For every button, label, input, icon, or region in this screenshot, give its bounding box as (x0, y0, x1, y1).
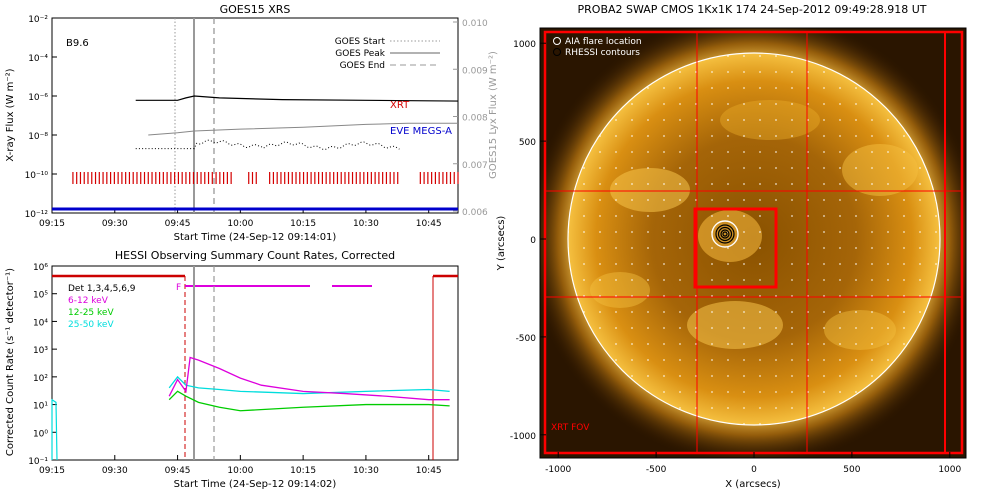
goes-y-tick-label: 10⁻² (28, 15, 48, 25)
swap-limb-circle (567, 52, 941, 426)
hessi-x-tick-label: 09:45 (165, 466, 191, 476)
goes-y-tick-label: 10⁻⁶ (28, 93, 48, 103)
goes-x-tick-label: 10:15 (290, 219, 316, 229)
goes-x-tick-label: 09:45 (165, 219, 191, 229)
hessi-x-tick-label: 09:30 (102, 466, 128, 476)
goes-long-channel-line (135, 95, 459, 102)
hessi-y-tick-label: 10⁵ (33, 291, 48, 301)
hessi-y-tick-label: 10⁰ (33, 429, 48, 439)
goes-x-tick-label: 10:45 (416, 219, 442, 229)
swap-y-axis: 1000 500 0 -500 -1000 (510, 40, 546, 442)
hessi-series-6-12 (168, 356, 450, 401)
goes-y-right-axis-label: GOES15 Lyx Flux (W m⁻²) (488, 51, 499, 179)
hessi-panel: HESSI Observing Summary Count Rates, Cor… (5, 249, 459, 490)
swap-legend-rhessi-icon (553, 48, 561, 56)
swap-x-tick-label: 500 (843, 465, 860, 475)
hessi-legend: Det 1,3,4,5,6,9 6-12 keV 12-25 keV 25-50… (68, 284, 136, 330)
swap-legend-aia: AIA flare location (565, 37, 642, 47)
swap-rhessi-contours (715, 224, 735, 244)
swap-flare-box (693, 207, 778, 289)
swap-aia-location (711, 220, 739, 248)
hessi-x-tick-label: 09:15 (39, 466, 65, 476)
goes-y-right-tick-label: 0.009 (462, 66, 488, 76)
goes-y-right-tick-label: 0.007 (462, 161, 488, 171)
swap-title: PROBA2 SWAP CMOS 1Kx1K 174 24-Sep-2012 0… (578, 3, 927, 16)
swap-legend: AIA flare location RHESSI contours (553, 37, 642, 58)
hessi-legend-high: 25-50 keV (68, 320, 114, 330)
goes-short-channel-line (148, 122, 458, 136)
hessi-y-tick-label: 10² (33, 374, 48, 384)
swap-y-tick-label: 0 (530, 236, 536, 246)
goes-x-tick-label: 09:30 (102, 219, 128, 229)
goes-xrt-label: XRT (390, 100, 410, 111)
hessi-y-tick-label: 10⁴ (33, 318, 48, 328)
hessi-x-tick-label: 10:15 (290, 466, 316, 476)
swap-x-tick-label: 1000 (938, 465, 961, 475)
hessi-series-25-50 (168, 375, 450, 395)
swap-x-tick-label: -500 (646, 465, 667, 475)
goes-eve-label: EVE MEGS-A (390, 126, 452, 137)
swap-panel: PROBA2 SWAP CMOS 1Kx1K 174 24-Sep-2012 0… (496, 3, 967, 490)
goes-legend-peak: GOES Peak (335, 49, 385, 59)
goes-y-right-tick-label: 0.010 (462, 19, 488, 29)
goes-x-tick-label: 10:30 (353, 219, 379, 229)
goes-y-axis: 10⁻² 10⁻⁴ 10⁻⁶ 10⁻⁸ 10⁻¹⁰ 10⁻¹² (25, 15, 57, 220)
hessi-y-tick-label: 10³ (33, 346, 48, 356)
goes-short-dotted-trace (135, 139, 400, 151)
swap-x-axis-label: X (arcsecs) (725, 479, 781, 490)
hessi-flag-label: F (176, 283, 181, 293)
goes-x-axis-label: Start Time (24-Sep-12 09:14:01) (174, 232, 337, 243)
swap-y-tick-label: 500 (519, 138, 536, 148)
goes-x-tick-label: 10:00 (227, 219, 253, 229)
hessi-x-axis-label: Start Time (24-Sep-12 09:14:02) (174, 479, 337, 490)
goes-y-tick-label: 10⁻⁴ (28, 54, 48, 64)
swap-y-axis-label: Y (arcsecs) (496, 216, 507, 272)
goes-y-tick-label: 10⁻¹² (25, 210, 49, 220)
swap-y-tick-label: 1000 (513, 40, 536, 50)
hessi-plot-frame (51, 265, 459, 461)
goes-y-right-tick-label: 0.008 (462, 114, 488, 124)
goes-y-tick-label: 10⁻¹⁰ (25, 171, 49, 181)
goes-legend-end: GOES End (340, 61, 385, 71)
hessi-x-tick-label: 10:00 (227, 466, 253, 476)
swap-y-tick-label: -1000 (510, 432, 536, 442)
hessi-x-tick-label: 10:45 (416, 466, 442, 476)
goes-x-axis: 09:15 09:30 09:45 10:00 10:15 10:30 10:45 (39, 208, 442, 229)
swap-legend-aia-icon (553, 37, 561, 45)
goes-legend-start: GOES Start (335, 37, 386, 47)
goes-y-right-tick-label: 0.006 (462, 208, 488, 218)
goes-plot-frame (51, 17, 459, 214)
hessi-title: HESSI Observing Summary Count Rates, Cor… (115, 249, 395, 262)
hessi-series-12-25 (168, 390, 450, 412)
goes-class-label: B9.6 (66, 38, 89, 49)
hessi-y-axis-label: Corrected Count Rate (s⁻¹ detector⁻¹) (5, 268, 16, 456)
hessi-early-trace (51, 398, 58, 461)
goes-xrt-coverage-bars (72, 172, 459, 184)
goes-y-tick-label: 10⁻⁸ (28, 132, 48, 142)
hessi-x-tick-label: 10:30 (353, 466, 379, 476)
goes-panel: GOES15 XRS 10⁻² 10⁻⁴ 10⁻⁶ 10⁻⁸ 10⁻¹⁰ 10⁻¹² 0.… (5, 3, 499, 243)
hessi-x-axis: 09:15 09:30 09:45 10:00 10:15 10:30 10:45 (39, 455, 442, 476)
hessi-y-axis: 10⁶ 10⁵ 10⁴ 10³ 10² 10¹ 10⁰ 10⁻¹ (28, 263, 57, 467)
swap-x-tick-label: 0 (751, 465, 757, 475)
goes-title: GOES15 XRS (220, 3, 291, 16)
hessi-legend-title: Det 1,3,4,5,6,9 (68, 284, 136, 294)
goes-y-axis-label: X-ray Flux (W m⁻²) (5, 68, 16, 161)
swap-plot-frame (539, 27, 967, 459)
goes-y-right-axis: 0.010 0.009 0.008 0.007 0.006 (453, 19, 488, 218)
swap-x-axis: -1000 -500 0 500 1000 (545, 452, 962, 475)
swap-active-regions (568, 53, 940, 425)
goes-x-tick-label: 09:15 (39, 219, 65, 229)
swap-y-tick-label: -500 (516, 334, 537, 344)
goes-legend: GOES Start GOES Peak GOES End (335, 37, 440, 71)
hessi-y-tick-label: 10⁶ (33, 263, 48, 273)
swap-x-tick-label: -1000 (545, 465, 571, 475)
hessi-legend-mid: 12-25 keV (68, 308, 114, 318)
hessi-legend-low: 6-12 keV (68, 296, 109, 306)
swap-fov-label: XRT FOV (551, 423, 590, 433)
hessi-y-tick-label: 10⁻¹ (28, 457, 48, 467)
hessi-y-tick-label: 10¹ (33, 402, 48, 412)
swap-legend-rhessi: RHESSI contours (565, 48, 640, 58)
